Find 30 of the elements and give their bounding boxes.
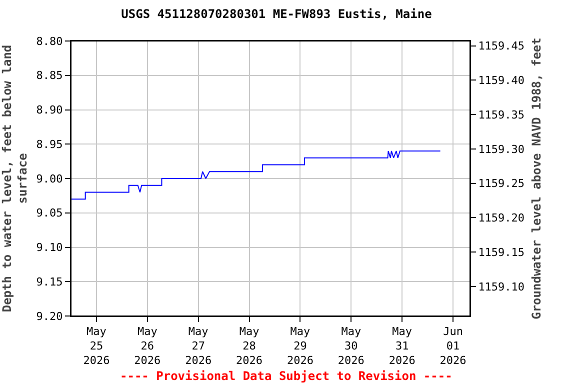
y2-tick-label: 1159.25 — [478, 177, 525, 190]
x-tick-label: May 31 2026 — [388, 325, 416, 367]
y-tick-label: 8.85 — [36, 69, 63, 82]
y-tick-label: 9.00 — [36, 172, 63, 186]
y-tick-label: 9.20 — [36, 310, 63, 323]
text: ---- Provisional Data Subject to Revision ---- — [120, 369, 452, 383]
line-series — [71, 150, 441, 200]
chart-title: USGS 451128070280301 ME-FW893 Eustis, Maine — [121, 7, 432, 21]
y-tick-label: 9.05 — [36, 206, 63, 220]
y2-tick-label: 1159.40 — [478, 74, 525, 88]
y-tick-label: 8.95 — [36, 138, 63, 151]
y2-tick-label: 1159.15 — [478, 246, 525, 259]
y-tick-label: 9.15 — [36, 275, 63, 288]
y-tick-label: 8.90 — [36, 104, 63, 117]
y2-tick-label: 1159.20 — [478, 212, 525, 225]
x-tick-label: May 28 2026 — [236, 325, 263, 367]
x-tick-label: May 29 2026 — [286, 325, 314, 367]
y2-tick-label: 1159.35 — [478, 108, 525, 122]
y-tick-label: 9.10 — [36, 241, 63, 254]
y2-tick-label: 1159.30 — [478, 142, 525, 156]
x-tick-label: May 27 2026 — [185, 325, 212, 367]
y2-tick-label: 1159.45 — [478, 40, 525, 53]
x-tick-label: May 30 2026 — [338, 325, 364, 367]
x-tick-label: Jun 01 2026 — [440, 325, 466, 367]
y-tick-label: 8.80 — [36, 34, 63, 48]
y-axis-title: Depth to water level, feet below land surface — [0, 44, 30, 312]
x-tick-label: May 26 2026 — [134, 325, 161, 367]
x-tick-label: May 25 2026 — [83, 325, 110, 367]
y2-tick-label: 1159.10 — [478, 280, 525, 294]
y2-axis-title: Groundwater level above NAVD 1988, feet — [529, 38, 544, 320]
